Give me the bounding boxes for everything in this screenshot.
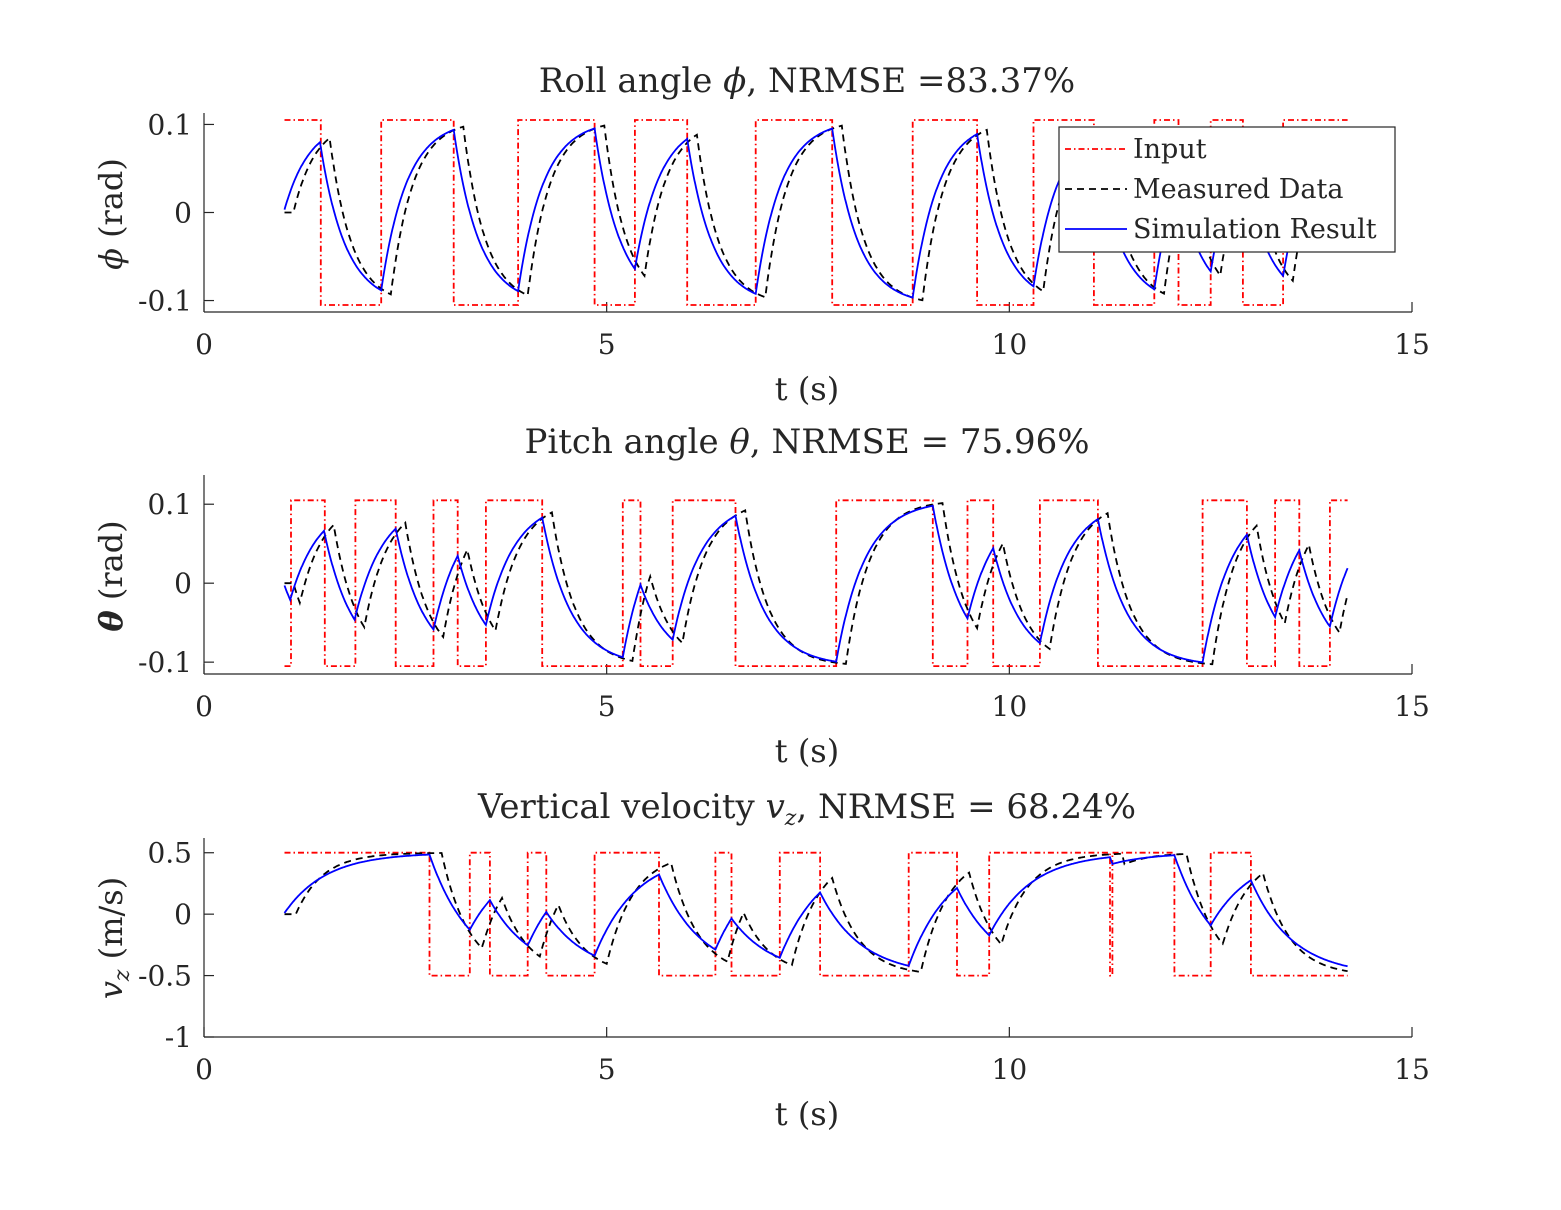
vz-series-group [283,851,1348,977]
vz-y-tick-label: -0.5 [138,960,192,993]
vz-x-tick-label: 15 [1394,1053,1430,1086]
pitch-y-tick-label: 0.1 [147,488,192,521]
roll-y-tick-label: 0.1 [147,108,192,141]
pitch-x-tick-label: 15 [1394,690,1430,723]
vz-y-tick-label: 0 [174,898,192,931]
vz-x-axis-label: t (s) [775,1095,839,1133]
pitch-x-tick-label: 10 [992,690,1028,723]
legend: Input Measured Data Simulation Result [1058,126,1396,253]
roll-x-tick-label: 15 [1394,328,1430,361]
roll-y-tick-label: -0.1 [138,285,192,318]
roll-y-tick-label: 0 [174,197,192,230]
subplot-pitch: Pitch angle θ, NRMSE = 75.96% 0 5 10 15 0.1 0… [92,422,1430,770]
vz-title: Vertical velocity vz, NRMSE = 68.24% [477,787,1136,831]
roll-title: Roll angle ϕ, NRMSE =83.37% [539,61,1075,101]
roll-input-line [284,119,1348,306]
roll-x-tick-label: 10 [992,328,1028,361]
pitch-y-tick-label: 0 [174,567,192,600]
pitch-y-tick-label: -0.1 [138,646,192,679]
pitch-measured-line [284,502,1349,666]
roll-y-axis-label: ϕ (rad) [92,158,130,270]
legend-box [1058,126,1396,253]
roll-x-axis-label: t (s) [775,370,839,408]
vz-y-tick-label: 0.5 [147,837,192,870]
vz-plot-area: 0 5 10 15 0.5 0 -0.5 -1 [138,837,1430,1086]
legend-simulation-label: Simulation Result [1133,214,1377,245]
pitch-y-axis-label: θ (rad) [92,520,130,631]
vz-y-axis-label: vz (m/s) [92,877,135,999]
legend-measured-label: Measured Data [1133,174,1343,205]
vz-x-tick-label: 5 [598,1053,616,1086]
pitch-x-axis-label: t (s) [775,732,839,770]
pitch-x-tick-label: 5 [598,690,616,723]
roll-x-tick-label: 0 [195,328,213,361]
pitch-series-group [283,499,1349,667]
vz-input-line [284,851,1348,977]
roll-x-tick-label: 5 [598,328,616,361]
vz-x-tick-label: 10 [992,1053,1028,1086]
pitch-input-line [284,499,1348,667]
subplot-vertical-velocity: Vertical velocity vz, NRMSE = 68.24% 0 5 1… [92,787,1430,1133]
pitch-title: Pitch angle θ, NRMSE = 75.96% [524,422,1089,462]
pitch-x-tick-label: 0 [195,690,213,723]
vz-y-tick-label: -1 [165,1021,192,1054]
vz-simulation-line [283,853,1348,968]
pitch-simulation-line [283,504,1349,664]
legend-input-label: Input [1133,134,1207,165]
subplot-roll: Roll angle ϕ, NRMSE =83.37% 0 5 10 150.10-0… [92,61,1430,408]
vz-x-tick-label: 0 [195,1053,213,1086]
pitch-plot-area: 0 5 10 150.10-0.1 [138,475,1430,723]
